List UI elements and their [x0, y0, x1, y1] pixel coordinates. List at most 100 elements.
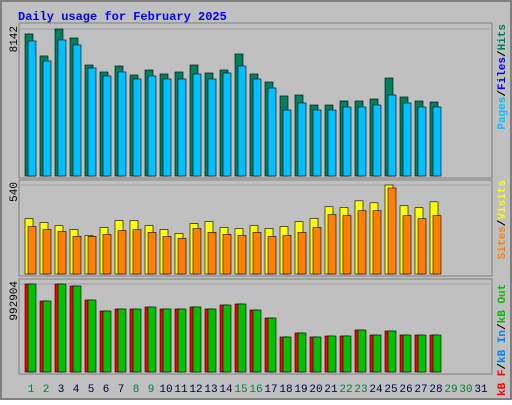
bar — [237, 235, 247, 275]
bar — [402, 334, 412, 373]
bar — [417, 218, 427, 275]
bar — [192, 306, 202, 373]
bar — [327, 214, 337, 275]
legend-entry: kB Out — [497, 284, 509, 324]
bar — [147, 75, 157, 177]
bar — [177, 308, 187, 373]
bar — [117, 308, 127, 373]
bar — [222, 72, 232, 177]
bar — [42, 229, 52, 275]
bar — [297, 232, 307, 275]
legend-separator: / — [497, 50, 509, 57]
bar — [372, 104, 382, 177]
bar — [342, 335, 352, 373]
bar — [282, 235, 292, 275]
panel-frames — [18, 22, 493, 375]
panel-frame — [18, 22, 493, 179]
bar — [162, 308, 172, 373]
bar — [297, 102, 307, 177]
x-tick-label: 15 — [234, 384, 247, 396]
bar — [402, 102, 412, 177]
bar — [72, 285, 82, 373]
bar — [132, 78, 142, 177]
legend-separator: / — [497, 90, 509, 97]
bar — [252, 78, 262, 177]
bar — [372, 210, 382, 275]
bar — [87, 299, 97, 373]
bar — [57, 39, 67, 177]
legend-entry: Pages — [497, 97, 509, 130]
legend-entry: Sites — [497, 226, 509, 259]
legend-separator: / — [497, 363, 509, 370]
x-tick-label: 17 — [264, 384, 277, 396]
bar — [132, 308, 142, 373]
legend-entry: kB F — [497, 370, 509, 396]
bar — [177, 78, 187, 177]
x-tick-label: 20 — [309, 384, 322, 396]
x-tick-label: 7 — [118, 384, 125, 396]
bar — [207, 78, 217, 177]
legend-separator: / — [497, 219, 509, 226]
bar — [222, 234, 232, 275]
bar — [387, 94, 397, 177]
bar — [357, 210, 367, 275]
bar — [357, 106, 367, 177]
bar — [267, 317, 277, 373]
bar — [312, 227, 322, 275]
bar — [237, 65, 247, 177]
panel-frame — [18, 179, 493, 277]
bar — [57, 283, 67, 373]
bar — [102, 310, 112, 373]
bar — [117, 230, 127, 275]
x-tick-label: 4 — [73, 384, 80, 396]
x-tick-label: 22 — [339, 384, 352, 396]
bar — [372, 334, 382, 373]
x-tick-label: 25 — [384, 384, 397, 396]
x-tick-label: 18 — [279, 384, 292, 396]
bar — [27, 226, 37, 275]
bar — [57, 231, 67, 275]
bar — [162, 236, 172, 275]
chart-title: Daily usage for February 2025 — [18, 10, 227, 24]
bar — [27, 40, 37, 177]
y-tick-label: 8142 — [9, 26, 21, 52]
bar — [72, 236, 82, 275]
x-tick-label: 30 — [459, 384, 472, 396]
bar — [267, 87, 277, 177]
x-tick-label: 5 — [88, 384, 95, 396]
bar — [87, 67, 97, 177]
bar — [147, 232, 157, 275]
bar — [297, 332, 307, 373]
x-tick-label: 28 — [429, 384, 442, 396]
legend: Sites/Visits — [497, 180, 509, 259]
y-tick-label: 992904 — [9, 281, 21, 321]
bar — [147, 306, 157, 373]
legend-entry: kB In — [497, 330, 509, 363]
x-tick-label: 10 — [159, 384, 172, 396]
x-tick-label: 2 — [43, 384, 50, 396]
x-tick-label: 1 — [28, 384, 35, 396]
bar — [267, 236, 277, 275]
x-tick-label: 24 — [369, 384, 383, 396]
legend: Pages/Files/Hits — [497, 24, 509, 130]
bar — [132, 229, 142, 275]
x-tick-label: 13 — [204, 384, 217, 396]
x-tick-label: 11 — [174, 384, 188, 396]
x-tick-label: 29 — [444, 384, 457, 396]
bar — [117, 71, 127, 177]
x-tick-label: 14 — [219, 384, 233, 396]
x-tick-label: 19 — [294, 384, 307, 396]
bar — [432, 334, 442, 373]
x-tick-label: 31 — [474, 384, 488, 396]
bar — [222, 304, 232, 373]
legend-separator: / — [497, 323, 509, 330]
bar — [357, 329, 367, 373]
legend: kB F/kB In/kB Out — [497, 284, 509, 396]
bar — [87, 236, 97, 275]
bar — [327, 335, 337, 373]
x-tick-label: 6 — [103, 384, 110, 396]
bar — [42, 60, 52, 177]
x-tick-label: 9 — [148, 384, 155, 396]
